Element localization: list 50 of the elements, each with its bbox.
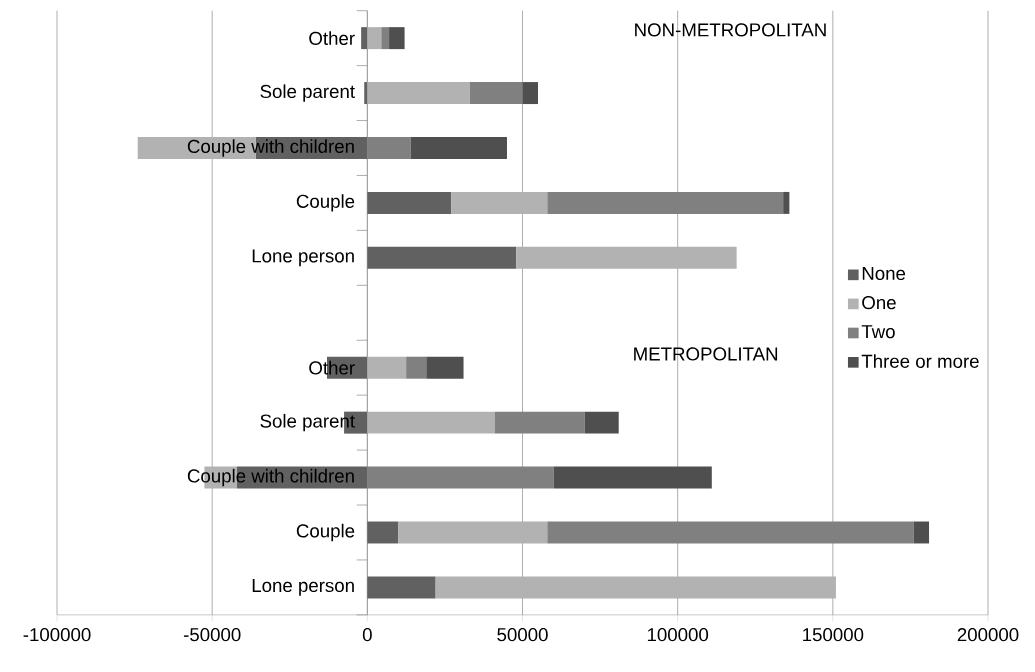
x-tick-label: 50000 <box>497 627 548 642</box>
bar <box>364 81 368 104</box>
bar <box>410 136 507 159</box>
y-tick-label: Couple <box>296 523 355 542</box>
bar <box>426 356 464 379</box>
bar <box>469 81 523 104</box>
bar <box>783 191 790 214</box>
bar <box>547 521 914 544</box>
bar <box>367 246 517 269</box>
legend-label: One <box>862 295 896 310</box>
bar <box>389 27 405 50</box>
bar <box>522 81 539 104</box>
bar <box>367 521 399 544</box>
x-tick-label: -50000 <box>183 627 241 642</box>
bar <box>367 466 554 489</box>
x-tick-label: 0 <box>362 627 372 642</box>
bar <box>367 136 411 159</box>
bar <box>451 191 548 214</box>
legend-label: Three or more <box>861 354 979 368</box>
bar <box>516 246 737 269</box>
bar <box>913 521 930 544</box>
bar <box>406 356 427 379</box>
y-tick-label: Lone person <box>252 578 354 596</box>
x-tick-label: 200000 <box>957 627 1019 642</box>
y-tick-label: Other <box>309 31 355 45</box>
y-tick-label: Sole parent <box>260 84 355 102</box>
y-tick-label: Couple <box>296 194 355 212</box>
annotation: METROPOLITAN <box>634 347 778 361</box>
y-tick-label: Couple with children <box>187 468 354 487</box>
bar <box>367 411 495 434</box>
legend-label: None <box>862 266 906 280</box>
bar <box>361 27 368 50</box>
bar <box>367 81 470 104</box>
x-tick-label: 100000 <box>647 627 709 642</box>
bar <box>367 191 452 214</box>
bar <box>547 191 784 214</box>
x-tick-label: -100000 <box>23 627 91 642</box>
legend-label: Two <box>861 325 895 339</box>
bar <box>367 27 382 50</box>
bar <box>494 411 585 434</box>
x-tick-label: 150000 <box>803 627 864 642</box>
bar <box>367 576 436 599</box>
bar <box>398 521 548 544</box>
bar <box>584 411 619 434</box>
annotation: NON-METROPOLITAN <box>635 23 826 37</box>
bar <box>367 356 407 379</box>
bar <box>381 27 390 50</box>
y-tick-label: Lone person <box>252 249 354 267</box>
bar <box>435 576 836 599</box>
bar <box>553 466 712 489</box>
